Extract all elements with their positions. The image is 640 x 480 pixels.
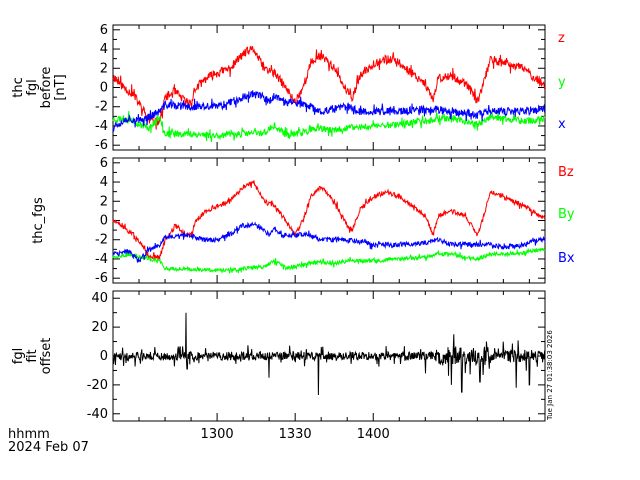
y-tick-label: -20 <box>87 378 108 393</box>
y-tick-label: 4 <box>100 42 108 57</box>
legend-y: y <box>558 75 566 90</box>
panel-2: -6 -4 -2 0 2 4 6 thc_fgs Bz By Bx <box>31 156 575 286</box>
y-tick-label: 2 <box>100 61 108 76</box>
legend-Bx: Bx <box>558 251 575 266</box>
y-axis-label: before <box>39 67 54 109</box>
series-Bx-line <box>112 221 546 263</box>
y-tick-label: -4 <box>95 252 108 267</box>
y-tick-label: -6 <box>95 271 108 286</box>
legend-z: z <box>558 31 565 46</box>
y-tick-label: 0 <box>100 214 108 229</box>
y-axis-label: offset <box>39 338 54 375</box>
footer-time-format: hhmm <box>8 427 50 442</box>
y-tick-label: 40 <box>91 291 108 306</box>
y-axis-label: thc <box>11 77 26 97</box>
y-tick-label: 6 <box>100 23 108 38</box>
panel-1: -6 -4 -2 0 2 4 6 thc fgl before [nT] z y x <box>11 23 566 153</box>
y-tick-label: 0 <box>100 349 108 364</box>
legend-Bz: Bz <box>558 165 574 180</box>
y-tick-label: 0 <box>100 81 108 96</box>
x-tick-label: 1400 <box>357 427 390 442</box>
series-y-line <box>112 110 546 143</box>
generation-timestamp: Tue Jan 27 01:38:03 2026 <box>546 330 554 421</box>
footer-date: 2024 Feb 07 <box>8 440 89 455</box>
series-By-line <box>112 247 546 274</box>
y-tick-label: -40 <box>87 407 108 422</box>
y-tick-label: 20 <box>91 320 108 335</box>
y-tick-label: -4 <box>95 119 108 134</box>
y-tick-label: -2 <box>95 233 108 248</box>
y-axis-label: fgl <box>25 79 40 95</box>
series-x-line <box>112 90 546 132</box>
y-axis-label: thc_fgs <box>31 197 46 244</box>
x-tick-label: 1330 <box>279 427 312 442</box>
y-tick-label: 4 <box>100 175 108 190</box>
y-tick-label: 2 <box>100 194 108 209</box>
legend-By: By <box>558 207 575 222</box>
y-tick-label: -6 <box>95 138 108 153</box>
x-tick-label: 1300 <box>201 427 234 442</box>
series-Bz-line <box>112 179 546 260</box>
series-offset-line <box>112 312 546 396</box>
y-axis-label: fgl <box>11 348 26 364</box>
panel-3: -40 -20 0 20 40 fgl fit offset <box>11 290 546 422</box>
y-axis-label: [nT] <box>53 74 68 100</box>
series-z-line <box>112 45 546 130</box>
y-tick-label: -2 <box>95 100 108 115</box>
y-tick-label: 6 <box>100 156 108 171</box>
legend-x: x <box>558 117 566 132</box>
y-axis-label: fit <box>25 349 40 362</box>
